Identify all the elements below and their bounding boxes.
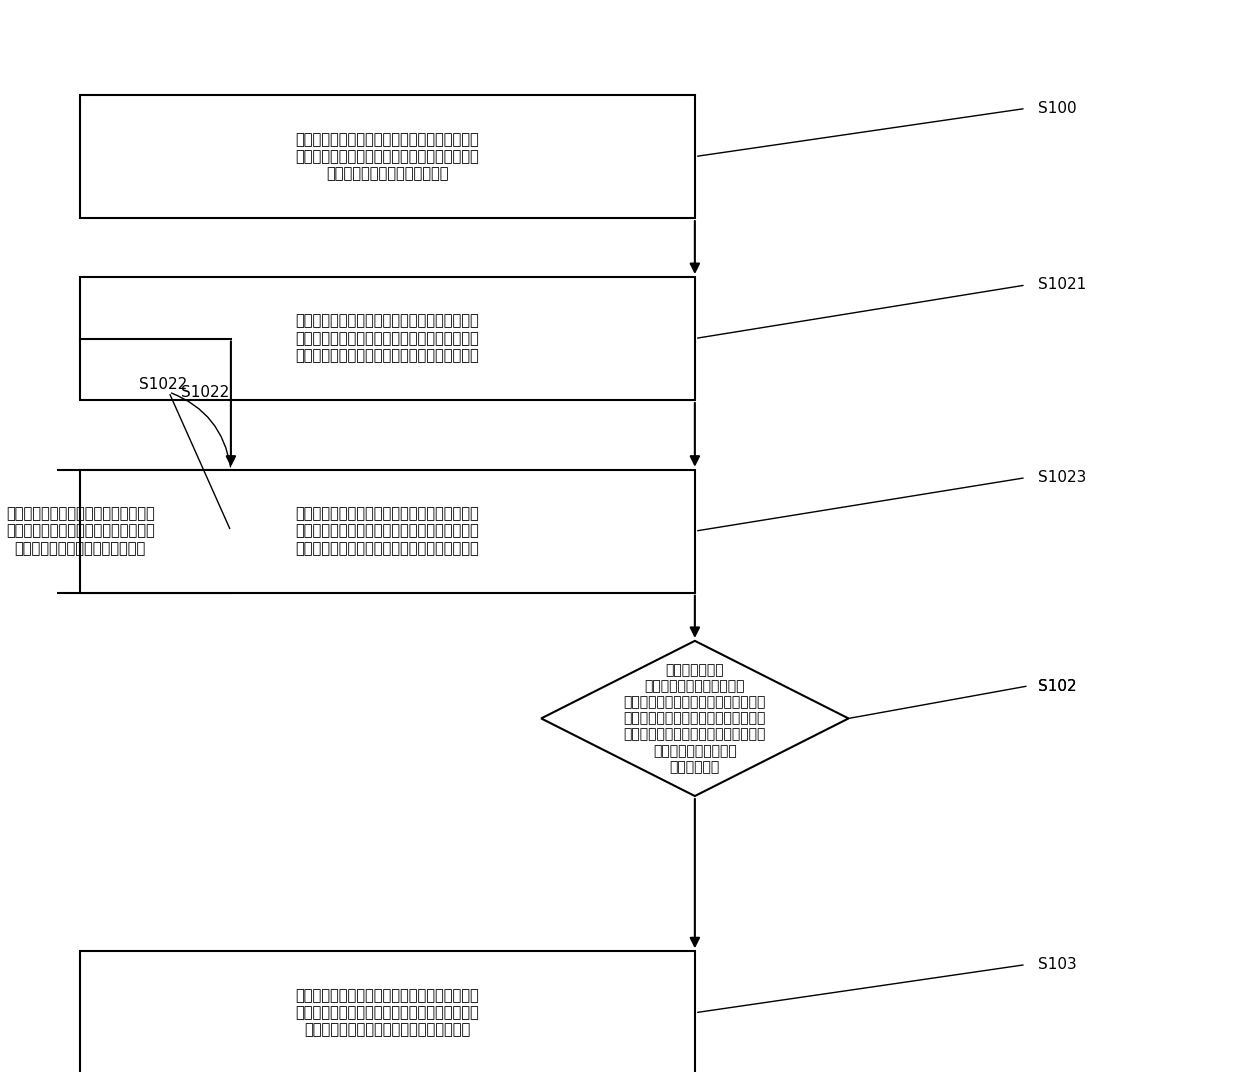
Polygon shape [541,641,848,796]
Text: S1021: S1021 [1038,278,1086,293]
FancyBboxPatch shape [81,277,694,400]
FancyBboxPatch shape [81,951,694,1073]
Text: 移动终端获取当前环境下的光线值，以及移动终
端屏幕的当前背光值，计算所述当前环境下的光
线值与上次推送光线值的差，得到环境光线差值: 移动终端获取当前环境下的光线值，以及移动终 端屏幕的当前背光值，计算所述当前环境… [295,313,480,364]
Text: S102: S102 [1038,679,1076,694]
Text: S100: S100 [1038,101,1076,116]
Text: 若环境光线差值小于或等于预设光线阈
值，则不推送所述移动终端的当前背光
值及所述环境光线差值至所述电视: 若环境光线差值小于或等于预设光线阈 值，则不推送所述移动终端的当前背光 值及所述… [6,506,155,556]
Text: S1022: S1022 [181,384,229,399]
Text: S1023: S1023 [1038,470,1086,485]
Text: 若环境光线差值大于预设光线阈值，则推送所述
移动终端的当前背光值及所述环境光线差值至所
述电视，并保存当前光线值作为下次推送光线值: 若环境光线差值大于预设光线阈值，则推送所述 移动终端的当前背光值及所述环境光线差… [295,506,480,556]
Text: S103: S103 [1038,957,1076,972]
FancyBboxPatch shape [0,470,231,592]
Text: 移动终端在监测到与电视处于同一局域网络，且
移动终端开启屏幕背光自动调节功能时，启动移
动终端到电视的背光值推送功能: 移动终端在监测到与电视处于同一局域网络，且 移动终端开启屏幕背光自动调节功能时，… [295,132,480,181]
FancyBboxPatch shape [81,470,694,592]
Text: S1022: S1022 [139,377,187,392]
Text: S102: S102 [1038,679,1076,694]
Text: 电视接收移动终
端发送的移动终端的当前背
光值以及环境光线差值，并获取电视的
当前背光值，比较所述电视的当前背光
值和移动终端的当前背光值，根据比较
结果判断是: 电视接收移动终 端发送的移动终端的当前背 光值以及环境光线差值，并获取电视的 当… [624,663,766,774]
Text: 若需要调节所述电视的背光值，则电视根据电视
的当前背光值、所述移动终端的当前背光值，以
及所述环境光线差值调节所述电视的背光值: 若需要调节所述电视的背光值，则电视根据电视 的当前背光值、所述移动终端的当前背光… [295,988,480,1038]
FancyBboxPatch shape [81,95,694,218]
